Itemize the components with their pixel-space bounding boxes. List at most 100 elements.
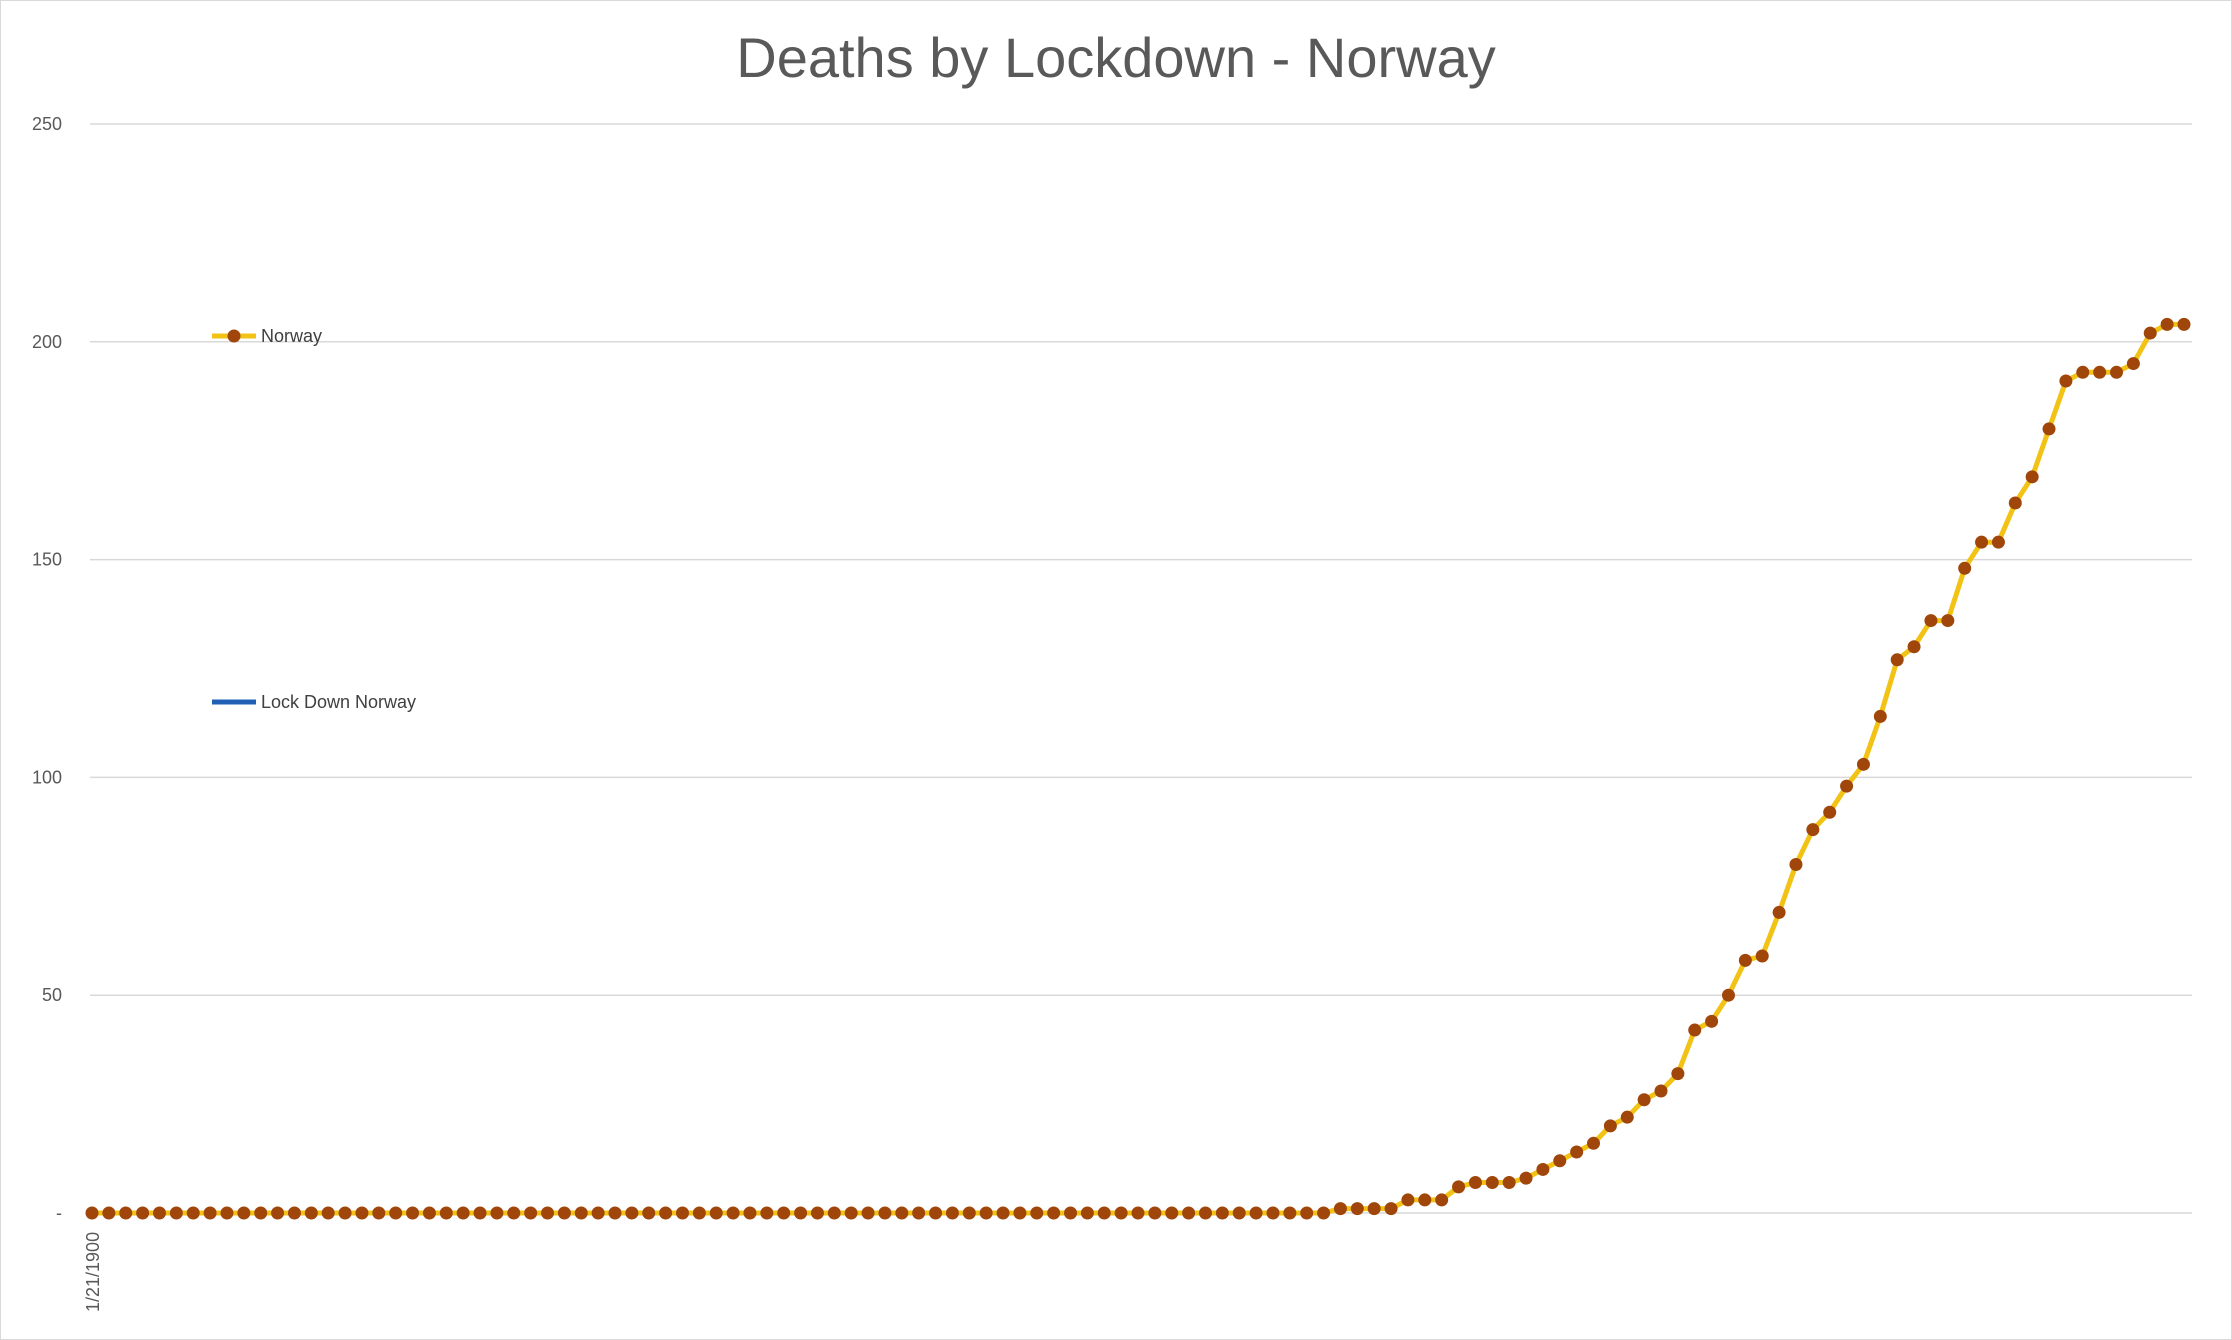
data-point — [372, 1206, 386, 1220]
data-point — [810, 1206, 824, 1220]
data-point — [794, 1206, 808, 1220]
data-point — [1806, 823, 1820, 837]
data-point — [1485, 1176, 1499, 1190]
data-point — [962, 1206, 976, 1220]
data-point — [254, 1206, 268, 1220]
data-point — [861, 1206, 875, 1220]
data-point — [777, 1206, 791, 1220]
data-point — [709, 1206, 723, 1220]
data-point — [929, 1206, 943, 1220]
data-point — [1620, 1110, 1634, 1124]
data-point — [119, 1206, 133, 1220]
y-tick-label: 100 — [32, 767, 62, 787]
data-point — [1030, 1206, 1044, 1220]
legend: Norway Lock Down Norway — [212, 326, 416, 712]
data-point — [1941, 614, 1955, 628]
data-point — [1553, 1154, 1567, 1168]
y-tick-label: 200 — [32, 332, 62, 352]
data-point — [541, 1206, 555, 1220]
data-point — [1991, 535, 2005, 549]
data-point — [1384, 1202, 1398, 1216]
data-point — [1097, 1206, 1111, 1220]
data-point — [524, 1206, 538, 1220]
data-point — [1975, 535, 1989, 549]
data-point — [136, 1206, 150, 1220]
data-point — [1317, 1206, 1331, 1220]
y-tick-label: 150 — [32, 550, 62, 570]
data-point — [591, 1206, 605, 1220]
data-point — [490, 1206, 504, 1220]
data-point — [692, 1206, 706, 1220]
data-point — [456, 1206, 470, 1220]
data-point — [2042, 422, 2056, 436]
data-point — [338, 1206, 352, 1220]
data-point — [1165, 1206, 1179, 1220]
data-point — [355, 1206, 369, 1220]
data-point — [675, 1206, 689, 1220]
data-point — [1856, 757, 1870, 771]
data-point — [1148, 1206, 1162, 1220]
data-point — [422, 1206, 436, 1220]
data-point — [152, 1206, 166, 1220]
series-markers — [85, 317, 2191, 1220]
data-point — [2093, 365, 2107, 379]
data-point — [659, 1206, 673, 1220]
data-point — [1671, 1067, 1685, 1081]
data-point — [1654, 1084, 1668, 1098]
y-tick-label: - — [56, 1203, 62, 1223]
data-point — [1249, 1206, 1263, 1220]
data-point — [2160, 317, 2174, 331]
series-line-norway — [92, 321, 2184, 1216]
data-point — [1924, 614, 1938, 628]
data-point — [827, 1206, 841, 1220]
data-point — [389, 1206, 403, 1220]
data-point — [574, 1206, 588, 1220]
data-point — [2126, 357, 2140, 371]
data-point — [1080, 1206, 1094, 1220]
legend-label-norway: Norway — [261, 326, 322, 346]
data-point — [557, 1206, 571, 1220]
data-point — [979, 1206, 993, 1220]
data-point — [2143, 326, 2157, 340]
data-point — [912, 1206, 926, 1220]
x-tick-label: 1/21/1900 — [83, 1232, 103, 1312]
data-point — [1823, 805, 1837, 819]
data-point — [996, 1206, 1010, 1220]
data-point — [203, 1206, 217, 1220]
data-point — [1536, 1162, 1550, 1176]
data-point — [895, 1206, 909, 1220]
data-point — [507, 1206, 521, 1220]
data-point — [1114, 1206, 1128, 1220]
data-point — [2025, 470, 2039, 484]
data-point — [237, 1206, 251, 1220]
data-point — [1266, 1206, 1280, 1220]
data-point — [1418, 1193, 1432, 1207]
data-point — [304, 1206, 318, 1220]
data-point — [760, 1206, 774, 1220]
data-point — [1755, 949, 1769, 963]
data-point — [1350, 1202, 1364, 1216]
data-point — [271, 1206, 285, 1220]
data-point — [1013, 1206, 1027, 1220]
data-point — [1215, 1206, 1229, 1220]
data-point — [1688, 1023, 1702, 1037]
data-point — [1890, 653, 1904, 667]
data-point — [1131, 1206, 1145, 1220]
data-point — [2076, 365, 2090, 379]
legend-label-lockdown: Lock Down Norway — [261, 692, 416, 712]
data-point — [169, 1206, 183, 1220]
data-point — [439, 1206, 453, 1220]
data-point — [85, 1206, 99, 1220]
data-point — [1570, 1145, 1584, 1159]
data-point — [1738, 953, 1752, 967]
data-point — [726, 1206, 740, 1220]
data-point — [321, 1206, 335, 1220]
y-tick-label: 250 — [32, 114, 62, 134]
data-point — [1452, 1180, 1466, 1194]
chart-title: Deaths by Lockdown - Norway — [736, 26, 1496, 89]
data-point — [2177, 317, 2191, 331]
data-point — [186, 1206, 200, 1220]
data-point — [2110, 365, 2124, 379]
